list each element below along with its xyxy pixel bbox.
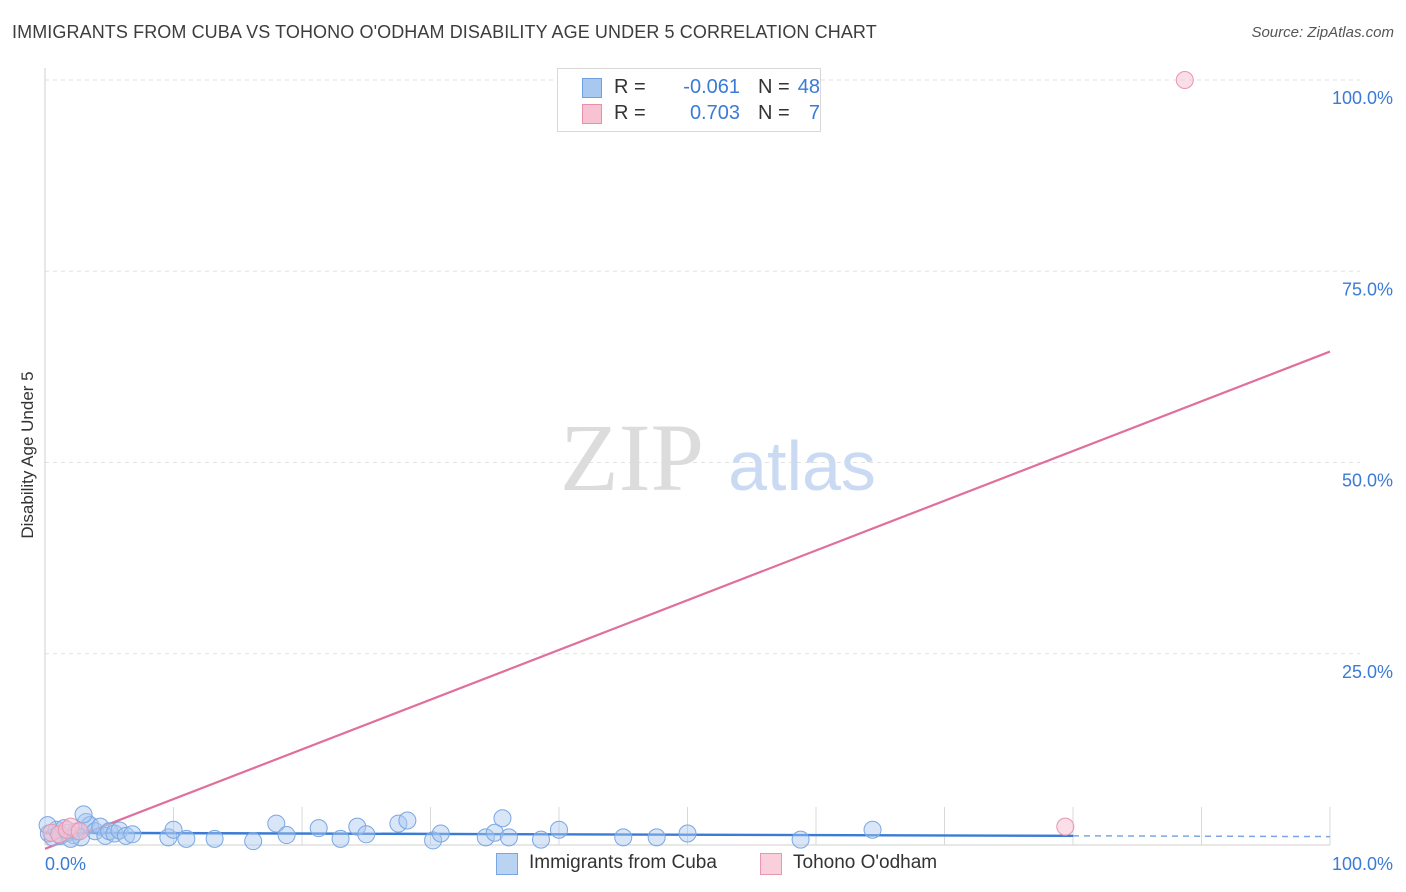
- n-label: N =: [758, 102, 790, 124]
- legend-swatch-tohono: [760, 853, 782, 875]
- data-point-cuba: [105, 824, 124, 843]
- r-label: R =: [614, 102, 646, 124]
- watermark: ZIP atlas: [560, 404, 876, 511]
- data-point-cuba: [614, 828, 633, 847]
- data-point-cuba: [431, 824, 450, 843]
- data-point-cuba: [74, 805, 93, 824]
- trend-line-cuba: [44, 831, 1074, 838]
- y-tick-label: 50.0%: [1342, 471, 1393, 491]
- n-value: 7: [808, 102, 820, 124]
- data-point-cuba: [398, 811, 417, 830]
- x-tick-label: 0.0%: [45, 854, 86, 874]
- data-point-cuba: [244, 832, 263, 851]
- data-point-cuba: [678, 824, 697, 843]
- data-point-cuba: [123, 825, 142, 844]
- data-point-tohono: [70, 822, 89, 841]
- y-tick-label: 100.0%: [1332, 88, 1393, 108]
- chart-title: IMMIGRANTS FROM CUBA VS TOHONO O'ODHAM D…: [12, 22, 877, 42]
- gridlines: [45, 79, 1360, 655]
- legend-swatch-cuba: [496, 853, 518, 875]
- watermark-atlas: atlas: [728, 427, 876, 505]
- data-point-cuba: [424, 831, 443, 850]
- data-point-cuba: [164, 820, 183, 839]
- cuba-swatch: [582, 78, 602, 98]
- data-point-cuba: [485, 823, 504, 842]
- trend-line-tohono: [44, 350, 1331, 850]
- tohono-swatch: [582, 104, 602, 124]
- data-point-cuba: [205, 829, 224, 848]
- watermark-zip: ZIP: [560, 404, 704, 511]
- data-point-cuba: [357, 825, 376, 844]
- legend-label-tohono: Tohono O'odham: [793, 852, 938, 873]
- data-point-cuba: [331, 829, 350, 848]
- data-point-cuba: [476, 828, 495, 847]
- data-point-cuba: [309, 819, 328, 838]
- n-label: N =: [758, 76, 790, 98]
- data-point-cuba: [499, 828, 518, 847]
- data-point-cuba: [177, 829, 196, 848]
- n-value: 48: [797, 76, 820, 98]
- data-point-cuba: [277, 826, 296, 845]
- tick-labels: 25.0% 50.0% 75.0% 100.0% 0.0% 100.0%: [45, 88, 1393, 874]
- r-value: 0.703: [689, 102, 740, 124]
- trend-line-cuba-extension: [1072, 835, 1331, 838]
- source-label: Source: ZipAtlas.com: [1251, 24, 1394, 41]
- data-point-cuba: [863, 820, 882, 839]
- data-points: [38, 71, 1194, 851]
- data-point-tohono: [1056, 817, 1075, 836]
- legend-label-cuba: Immigrants from Cuba: [529, 852, 717, 873]
- data-point-cuba: [550, 820, 568, 839]
- data-point-cuba: [348, 817, 367, 836]
- r-label: R =: [614, 76, 646, 98]
- x-tick-label: 100.0%: [1332, 854, 1393, 874]
- data-point-tohono: [1175, 71, 1194, 89]
- r-value: -0.061: [683, 76, 740, 98]
- data-point-cuba: [267, 814, 286, 833]
- stats-legend: R = -0.061 N = 48 R = 0.703 N = 7: [557, 68, 821, 132]
- data-point-cuba: [532, 830, 551, 849]
- y-tick-label: 25.0%: [1342, 662, 1393, 682]
- data-point-cuba: [116, 826, 135, 845]
- y-tick-label: 75.0%: [1342, 279, 1393, 299]
- trend-lines: [44, 350, 1331, 850]
- data-point-cuba: [493, 809, 512, 828]
- data-point-cuba: [647, 828, 666, 847]
- data-point-cuba: [791, 830, 810, 849]
